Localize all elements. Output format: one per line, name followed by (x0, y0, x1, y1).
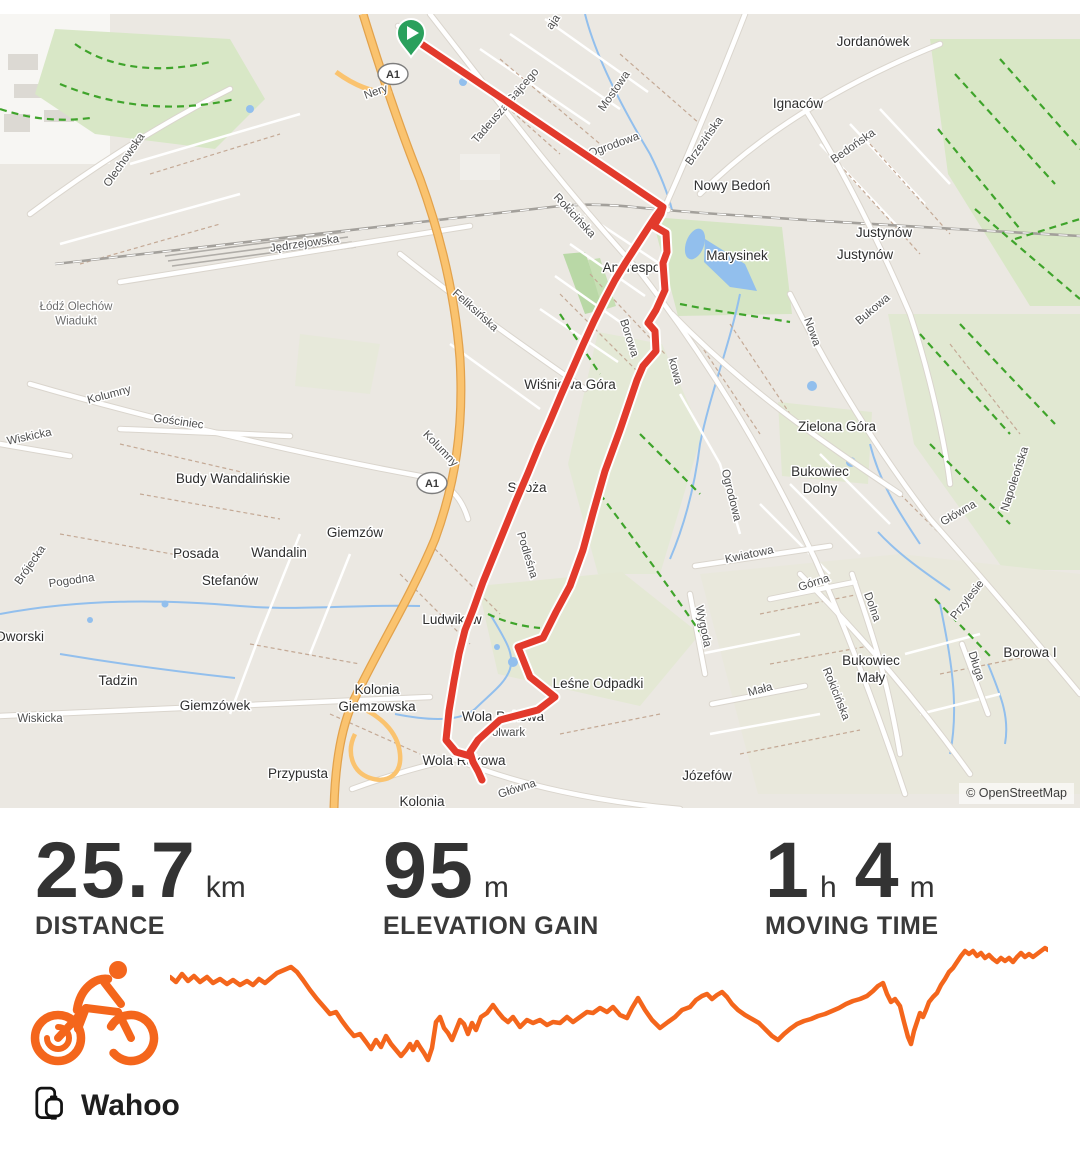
map-label: Justynów (837, 247, 894, 262)
elevation-value: 95 (383, 825, 475, 914)
moving-time-label: MOVING TIME (765, 912, 939, 940)
map-attribution[interactable]: © OpenStreetMap (959, 783, 1074, 804)
map-label: Andrespol (603, 260, 664, 275)
map-water (0, 14, 1008, 755)
recorded-with-row: Wahoo (34, 1086, 180, 1126)
map-label: Tadzin (98, 673, 137, 688)
svg-text:A1: A1 (425, 478, 439, 490)
motorway-badge: A1 (416, 471, 448, 495)
route-map[interactable]: Olechowska Jędrzejowska Nery Tadeusza Gajce… (0, 14, 1080, 808)
moving-time-minutes: 4 (854, 825, 901, 914)
map-label: Bukowiec Dolny (791, 464, 849, 496)
moving-time-hours: 1 (765, 825, 811, 914)
stat-elevation-gain: 95 m ELEVATION GAIN (383, 825, 599, 941)
map-parcel-lines (59, 53, 1041, 755)
map-label: Dworski (0, 629, 44, 644)
map-attribution-text: © OpenStreetMap (966, 786, 1067, 800)
map-label: Przypusta (268, 766, 329, 781)
distance-value: 25.7 (35, 825, 197, 914)
map-label: Giemzów (327, 525, 384, 540)
map-label: Józefów (682, 768, 732, 783)
map-label: Jordanówek (837, 34, 910, 49)
map-label: Nowy Bedoń (694, 178, 771, 193)
cyclist-icon (30, 961, 159, 1066)
distance-label: DISTANCE (35, 912, 165, 940)
map-label: Kolonia Giemzowska (338, 682, 416, 714)
moving-time-minutes-unit: m (909, 871, 935, 904)
map-motorway-a1 (329, 14, 466, 808)
map-label: Leśne Odpadki (553, 676, 644, 691)
map-label: Bukowiec Mały (842, 653, 900, 685)
map-label: Kolonia (399, 794, 445, 808)
device-name: Wahoo (81, 1089, 180, 1122)
map-label: Borowa I (1003, 645, 1056, 660)
map-label: Ignaców (773, 96, 824, 111)
device-phone-watch-icon (35, 1086, 63, 1120)
map-label: Łódź Olechów Wiadukt (40, 301, 114, 327)
route-line (408, 34, 671, 784)
map-label: Justynów (856, 225, 913, 240)
map-railway (54, 203, 1080, 272)
map-road-badges-layer: A1 A1 (377, 62, 448, 495)
elevation-label: ELEVATION GAIN (383, 912, 599, 940)
elevation-unit: m (483, 871, 509, 904)
map-green-areas (35, 29, 1080, 794)
distance-unit: km (205, 871, 246, 904)
map-label: Zielona Góra (798, 419, 877, 434)
stat-distance: 25.7 km DISTANCE (35, 825, 246, 941)
motorway-badge: A1 (377, 62, 409, 86)
elevation-profile-line (170, 945, 1048, 1063)
map-label: Budy Wandalińskie (176, 471, 290, 486)
map-label: Giemzówek (180, 698, 251, 713)
elevation-profile-chart (170, 945, 1048, 1063)
map-label: Stefanów (202, 573, 259, 588)
svg-text:A1: A1 (386, 69, 400, 81)
cyclist-head (109, 961, 127, 979)
map-label: Wandalin (251, 545, 307, 560)
map-label: Wiskicka (17, 713, 63, 725)
moving-time-hours-unit: h (819, 871, 837, 904)
map-label: Wola Rakowa (422, 753, 506, 768)
map-label: Posada (173, 546, 219, 561)
stat-moving-time: 1 h 4 m MOVING TIME (765, 825, 939, 941)
map-label: Marysinek (706, 248, 768, 263)
start-marker-pin (395, 18, 427, 59)
